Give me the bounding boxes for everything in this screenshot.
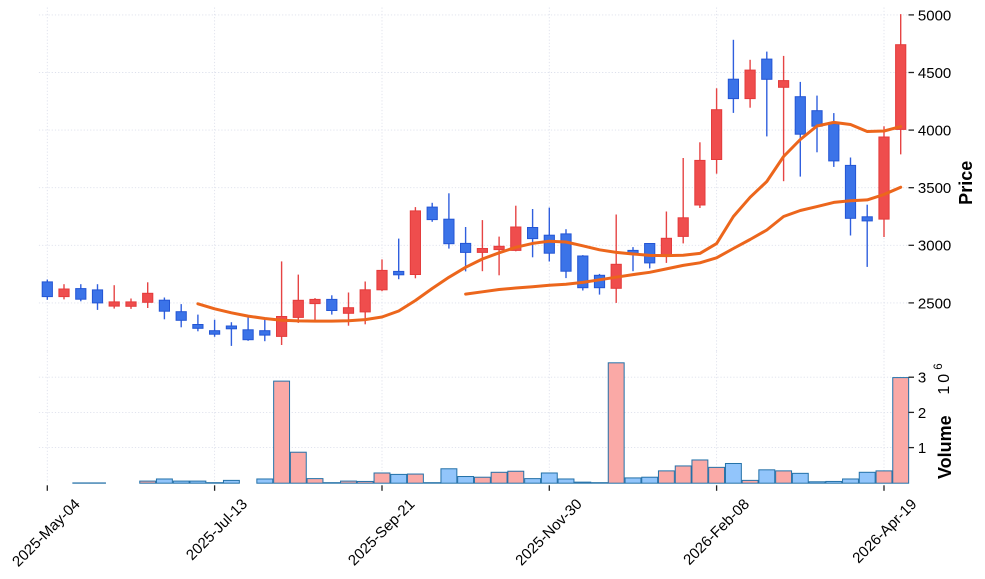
svg-text:2500: 2500 xyxy=(918,295,951,312)
svg-text:Price: Price xyxy=(956,161,976,205)
svg-text:4000: 4000 xyxy=(918,123,951,140)
svg-text:1: 1 xyxy=(918,440,926,457)
svg-text:3000: 3000 xyxy=(918,238,951,255)
svg-text:3500: 3500 xyxy=(918,180,951,197)
svg-text:4500: 4500 xyxy=(918,65,951,82)
svg-text:5000: 5000 xyxy=(918,7,951,24)
svg-text:2: 2 xyxy=(918,405,926,422)
svg-text:3: 3 xyxy=(918,370,926,387)
svg-text:Volume: Volume xyxy=(935,415,955,479)
